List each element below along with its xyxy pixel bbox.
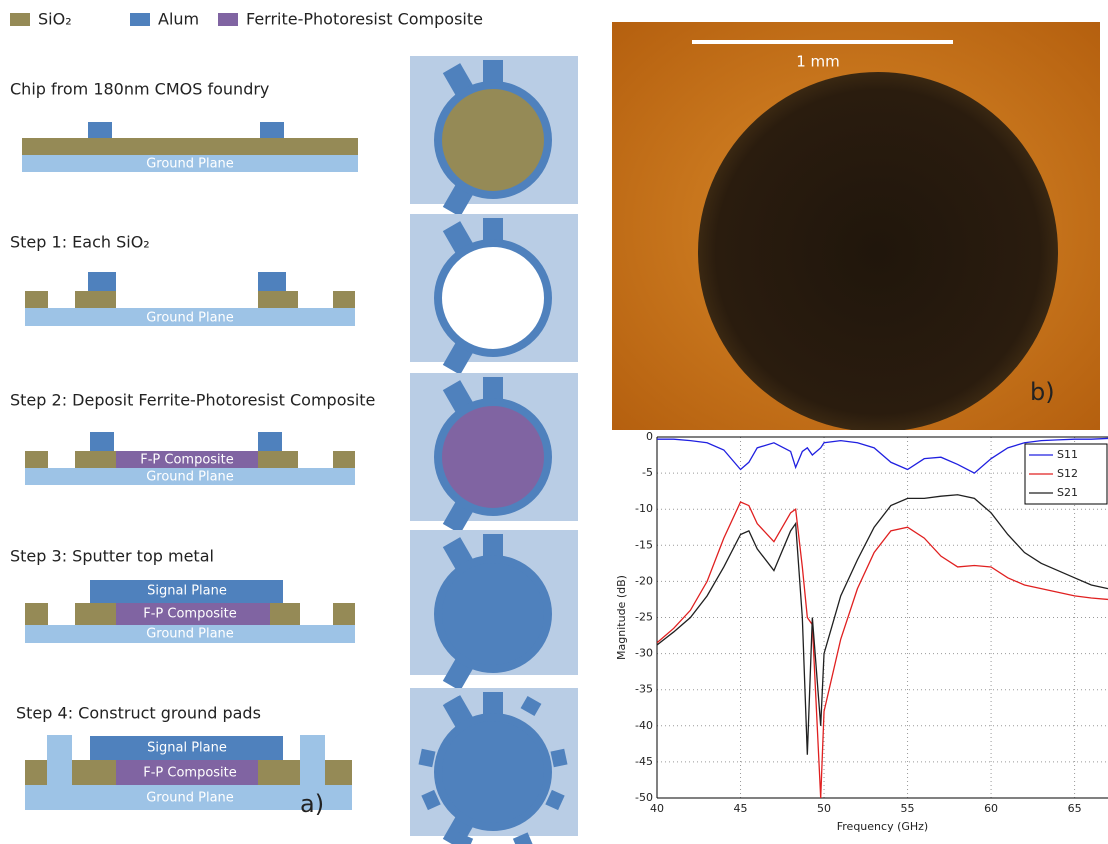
sio2 bbox=[72, 760, 116, 785]
sio2 bbox=[25, 291, 48, 308]
y-tick-label: -40 bbox=[635, 719, 653, 732]
legend: SiO₂ Alum Ferrite-Photoresist Composite bbox=[10, 10, 483, 29]
sio2 bbox=[258, 760, 300, 785]
sio2 bbox=[75, 603, 116, 625]
sio2 bbox=[25, 760, 47, 785]
y-tick-label: -10 bbox=[635, 502, 653, 515]
panel-label: a) bbox=[300, 790, 324, 818]
y-tick-label: -25 bbox=[635, 611, 653, 624]
ferrite-disk bbox=[698, 72, 1058, 432]
sio2 bbox=[25, 451, 48, 468]
step-title: Step 1: Each SiO₂ bbox=[10, 233, 150, 252]
x-axis-label: Frequency (GHz) bbox=[837, 820, 928, 833]
top-view-disk bbox=[438, 717, 548, 827]
sio2 bbox=[325, 760, 352, 785]
y-tick-label: 0 bbox=[646, 430, 653, 443]
layer-label: Ground Plane bbox=[146, 627, 234, 642]
legend-label: S11 bbox=[1057, 448, 1078, 461]
top-view-disk bbox=[438, 243, 548, 353]
y-axis-label: Magnitude (dB) bbox=[615, 575, 628, 660]
top-view-disk bbox=[438, 559, 548, 669]
layer-label: Ground Plane bbox=[146, 311, 234, 326]
y-tick-label: -30 bbox=[635, 647, 653, 660]
layer-label: Signal Plane bbox=[147, 584, 227, 599]
legend-swatch bbox=[10, 13, 30, 26]
alum-pad bbox=[88, 122, 112, 138]
sio2 bbox=[333, 291, 355, 308]
legend-label: SiO₂ bbox=[38, 10, 72, 29]
sio2 bbox=[258, 291, 298, 308]
photo: 1 mm bbox=[612, 22, 1100, 432]
step-title: Step 3: Sputter top metal bbox=[10, 547, 214, 566]
legend-swatch bbox=[218, 13, 238, 26]
sio2 bbox=[75, 291, 116, 308]
layer-label: F-P Composite bbox=[143, 607, 237, 622]
x-tick-label: 55 bbox=[901, 802, 915, 815]
x-tick-label: 65 bbox=[1068, 802, 1082, 815]
layer-label: Ground Plane bbox=[146, 157, 234, 172]
legend-swatch bbox=[130, 13, 150, 26]
alum-pad bbox=[260, 122, 284, 138]
layer-label: Signal Plane bbox=[147, 741, 227, 756]
x-tick-label: 60 bbox=[984, 802, 998, 815]
process-steps: Chip from 180nm CMOS foundry Ground Plane… bbox=[10, 56, 578, 844]
x-tick-label: 50 bbox=[817, 802, 831, 815]
figure: SiO₂ Alum Ferrite-Photoresist Composite Ch… bbox=[0, 0, 1108, 844]
layer-label: Ground Plane bbox=[146, 791, 234, 806]
y-tick-label: -5 bbox=[642, 466, 653, 479]
sio2 bbox=[75, 451, 116, 468]
alum-pad bbox=[90, 432, 114, 451]
x-tick-label: 45 bbox=[734, 802, 748, 815]
y-tick-label: -45 bbox=[635, 755, 653, 768]
sio2 bbox=[270, 603, 300, 625]
scale-label: 1 mm bbox=[796, 53, 840, 71]
y-tick-label: -20 bbox=[635, 574, 653, 587]
alum-pad bbox=[258, 272, 286, 291]
top-view-disk bbox=[438, 85, 548, 195]
layer-label: F-P Composite bbox=[143, 766, 237, 781]
ground-pad bbox=[47, 735, 72, 785]
ground-pad bbox=[300, 735, 325, 785]
y-tick-label: -15 bbox=[635, 538, 653, 551]
sio2 bbox=[22, 138, 358, 155]
legend-label: Ferrite-Photoresist Composite bbox=[246, 10, 483, 29]
alum-pad bbox=[258, 432, 282, 451]
legend-label: S12 bbox=[1057, 467, 1078, 480]
step-title: Step 4: Construct ground pads bbox=[16, 704, 261, 723]
step-title: Step 2: Deposit Ferrite-Photoresist Comp… bbox=[10, 391, 375, 410]
sio2 bbox=[333, 451, 355, 468]
y-tick-label: -35 bbox=[635, 683, 653, 696]
panel-label: b) bbox=[1030, 378, 1055, 406]
alum-pad bbox=[88, 272, 116, 291]
top-view-disk bbox=[438, 402, 548, 512]
legend-label: Alum bbox=[158, 10, 199, 29]
sio2 bbox=[25, 603, 48, 625]
legend-label: S21 bbox=[1057, 486, 1078, 499]
step-title: Chip from 180nm CMOS foundry bbox=[10, 80, 269, 99]
layer-label: F-P Composite bbox=[140, 453, 234, 468]
x-tick-label: 40 bbox=[650, 802, 664, 815]
sio2 bbox=[258, 451, 298, 468]
layer-label: Ground Plane bbox=[146, 470, 234, 485]
sio2 bbox=[333, 603, 355, 625]
